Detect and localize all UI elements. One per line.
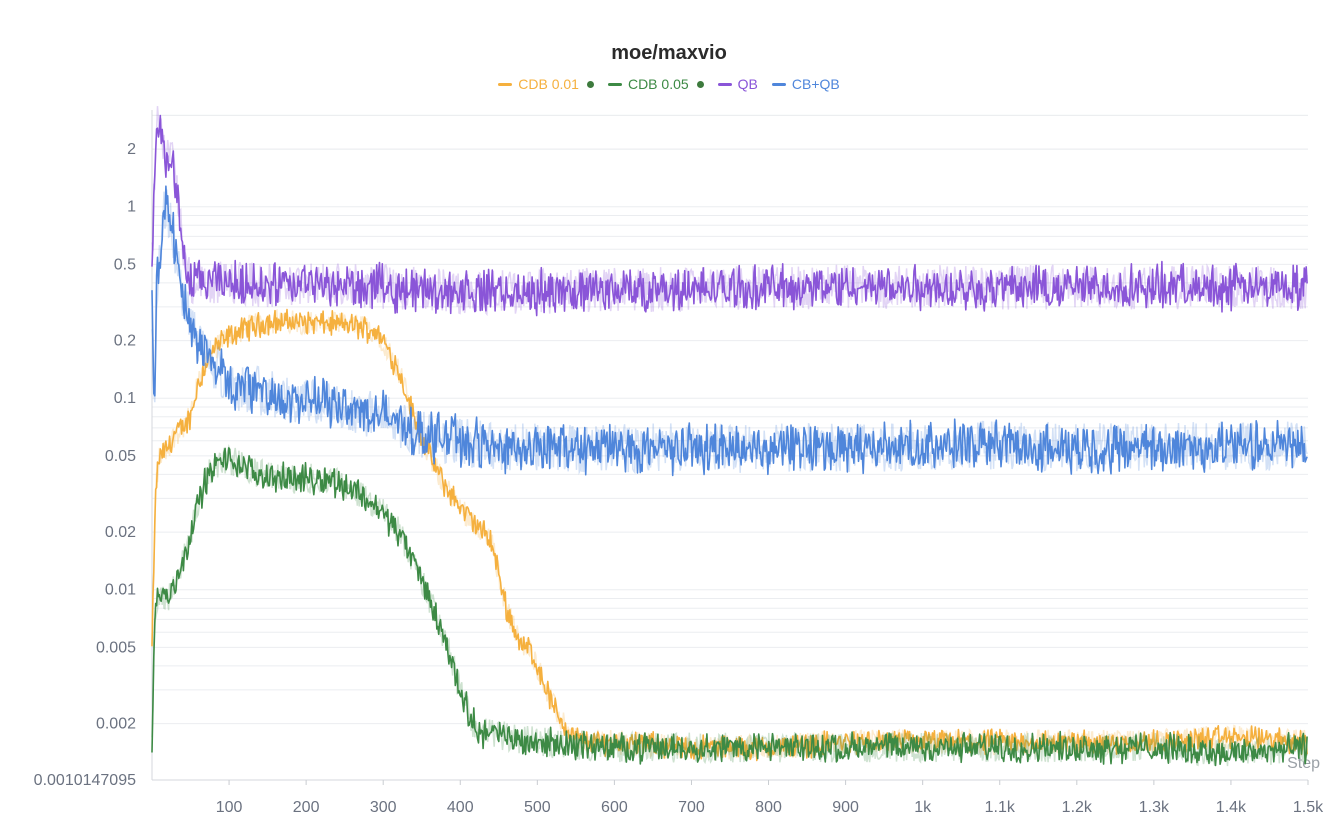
legend-label: CB+QB — [791, 76, 840, 92]
legend-marker-dot — [696, 80, 704, 88]
x-tick-label: 200 — [293, 799, 320, 816]
y-tick-label: 0.002 — [96, 716, 136, 733]
gridlines — [152, 114, 1308, 725]
x-tick-label: 700 — [678, 799, 705, 816]
x-tick-label: 1.5k — [1293, 799, 1324, 816]
legend-label: CDB 0.01 — [518, 76, 579, 92]
y-tick-label: 0.2 — [114, 333, 136, 350]
legend-swatch — [771, 82, 786, 86]
series-qb — [151, 106, 1308, 317]
x-tick-label: 1k — [914, 799, 932, 816]
y-tick-label: 0.02 — [105, 524, 136, 541]
x-tick-label: 1.1k — [985, 799, 1016, 816]
chart-title: moe/maxvio — [611, 42, 727, 64]
y-tick-label: 2 — [127, 141, 136, 158]
legend-swatch — [717, 82, 732, 86]
legend-marker-dot — [586, 80, 594, 88]
series-cdb-0-01 — [151, 308, 1308, 762]
y-tick-label: 0.1 — [114, 390, 136, 407]
y-tick-label: 0.005 — [96, 639, 136, 656]
legend-label: CDB 0.05 — [627, 76, 689, 92]
legend-swatch — [498, 82, 513, 86]
y-tick-label: 0.01 — [105, 582, 136, 599]
x-tick-label: 1.4k — [1216, 799, 1247, 816]
legend-item[interactable]: QB — [717, 76, 758, 92]
x-tick-label: 100 — [216, 799, 243, 816]
x-axis-label: Step — [1287, 755, 1320, 772]
legend: CDB 0.01 CDB 0.05 QB CB+QB — [0, 76, 1338, 92]
x-tick-label: 300 — [370, 799, 397, 816]
series-shadow-line — [151, 308, 1308, 760]
x-tick-label: 1.3k — [1139, 799, 1170, 816]
legend-label: QB — [737, 76, 758, 92]
x-tick-label: 800 — [755, 799, 782, 816]
y-tick-label: 1 — [127, 199, 136, 216]
legend-item[interactable]: CB+QB — [771, 76, 840, 92]
series-cb-qb — [151, 185, 1308, 477]
x-tick-label: 500 — [524, 799, 551, 816]
y-tick-label: 0.05 — [105, 448, 136, 465]
x-tick-label: 600 — [601, 799, 628, 816]
x-tick-label: 1.2k — [1062, 799, 1093, 816]
series-cdb-0-05 — [151, 444, 1308, 767]
series-shadow-line — [151, 189, 1308, 475]
legend-item[interactable]: CDB 0.01 — [498, 76, 594, 92]
series-line — [151, 447, 1308, 767]
series-shadow-line — [151, 444, 1308, 767]
x-tick-label: 400 — [447, 799, 474, 816]
legend-item[interactable]: CDB 0.05 — [607, 76, 704, 92]
series-line — [151, 185, 1308, 477]
y-tick-label: 0.5 — [114, 256, 136, 273]
x-tick-label: 900 — [832, 799, 859, 816]
series-line — [151, 114, 1308, 317]
y-tick-label: 0.0010147095 — [34, 772, 136, 789]
legend-swatch — [607, 82, 622, 86]
series-line — [151, 308, 1308, 762]
